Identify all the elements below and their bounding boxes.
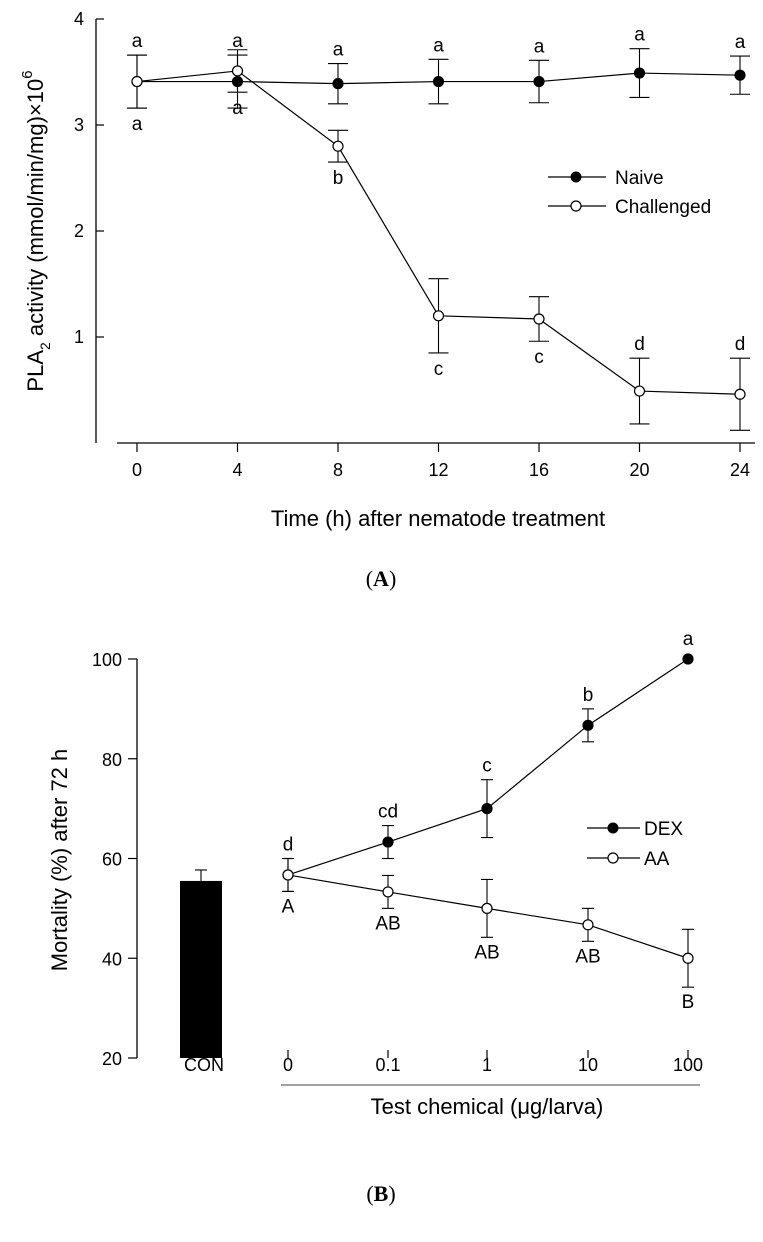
series-aa-significance-letter: AB <box>474 942 499 963</box>
series-challenged-point <box>131 75 143 88</box>
panel-a-x-tick-label: 12 <box>428 460 448 480</box>
series-dex-significance-letter: c <box>482 756 492 777</box>
series-naive-point <box>533 75 545 88</box>
panel-b-y-axis-title: Mortality (%) after 72 h <box>47 749 72 972</box>
series-challenged-significance-letter: d <box>634 334 645 355</box>
panel-b-x-tick-label: 100 <box>673 1055 703 1075</box>
series-naive-point <box>432 75 445 88</box>
series-aa-point <box>382 886 394 898</box>
series-challenged-significance-letter: b <box>333 168 344 189</box>
series-challenged-significance-letter: a <box>132 114 143 135</box>
series-naive-significance-letter: a <box>634 25 645 46</box>
panel-a-y-tick-label: 4 <box>74 9 84 29</box>
panel-a-y-axis-title: PLA2 activity (mmol/min/mg)×106 <box>19 70 53 391</box>
series-aa-point <box>582 919 594 931</box>
series-challenged-point <box>332 140 344 152</box>
series-aa-point <box>282 869 294 881</box>
series-aa-point <box>481 902 493 914</box>
panel-a-y-tick-label: 1 <box>74 327 84 347</box>
series-dex-significance-letter: cd <box>378 802 398 823</box>
series-aa-significance-letter: AB <box>575 946 600 967</box>
legend-challenged-label: Challenged <box>615 197 711 218</box>
legend-dex-label: DEX <box>644 819 683 840</box>
panel-a-x-tick-label: 20 <box>629 460 649 480</box>
panel-b-x-axis-title: Test chemical (μg/larva) <box>371 1094 604 1119</box>
control-bar-label: CON <box>184 1055 224 1075</box>
series-challenged-point <box>633 385 646 397</box>
series-dex-significance-letter: b <box>583 685 594 706</box>
series-aa-significance-letter: A <box>282 896 295 917</box>
panel-b-x-tick-label: 0 <box>283 1055 293 1075</box>
panel-b-y-tick-label: 40 <box>102 949 122 969</box>
panel-b-y-tick-label: 20 <box>102 1049 122 1069</box>
control-bar <box>180 880 222 1058</box>
panel-a-x-tick-label: 8 <box>333 460 343 480</box>
series-aa-point <box>682 952 694 964</box>
series-dex-significance-letter: a <box>683 629 694 650</box>
panel-a-x-axis-title: Time (h) after nematode treatment <box>271 506 605 531</box>
series-naive-point <box>231 75 244 88</box>
series-challenged-point <box>231 65 244 77</box>
series-challenged-significance-letter: c <box>434 359 444 380</box>
series-dex-point <box>582 719 594 731</box>
panel-a-x-tick-label: 4 <box>232 460 242 480</box>
panel-b-label: (B) <box>366 1181 395 1206</box>
series-naive-point <box>734 69 746 81</box>
series-aa-significance-letter: AB <box>375 913 400 934</box>
series-naive-point <box>332 78 344 90</box>
panel-a-x-tick-label: 16 <box>529 460 549 480</box>
series-naive-significance-letter: a <box>534 36 545 57</box>
series-challenged-point <box>432 310 445 322</box>
panel-a-label: (A) <box>366 566 397 591</box>
series-challenged-significance-letter: c <box>534 347 544 368</box>
panel-b: Test chemical (μg/larva) Mortality (%) a… <box>47 659 700 1206</box>
panel-b-x-tick-label: 1 <box>482 1055 492 1075</box>
legend-challenged-marker <box>570 200 582 212</box>
series-challenged-significance-letter: a <box>232 98 243 119</box>
panel-b-x-tick-label: 10 <box>578 1055 598 1075</box>
legend-dex-marker <box>607 822 619 834</box>
series-naive-significance-letter: a <box>132 31 143 52</box>
legend-aa-marker <box>607 852 619 864</box>
panel-b-y-tick-label: 80 <box>102 750 122 770</box>
series-challenged-significance-letter: d <box>735 334 746 355</box>
series-naive-point <box>633 67 646 79</box>
panel-a: Time (h) after nematode treatment PLA2 a… <box>19 19 755 591</box>
panel-b-x-tick-label: 0.1 <box>375 1055 400 1075</box>
series-naive-significance-letter: a <box>333 40 344 61</box>
series-aa-significance-letter: B <box>682 992 695 1013</box>
panel-a-y-tick-label: 2 <box>74 221 84 241</box>
panel-b-y-tick-label: 60 <box>102 850 122 870</box>
series-challenged-point <box>734 388 746 400</box>
series-dex-point <box>481 803 493 815</box>
panel-a-x-tick-label: 0 <box>132 460 142 480</box>
panel-b-plot-area: 20 40 60 80 100 0 0.1 1 10 100 d cd c b a A AB AB AB B <box>92 629 703 1075</box>
series-naive-significance-letter: a <box>735 32 746 53</box>
panel-a-legend: Naive Challenged <box>548 168 711 218</box>
panel-b-legend: DEX AA <box>587 819 683 870</box>
series-challenged-point <box>533 313 545 325</box>
panel-b-y-tick-label: 100 <box>92 650 122 670</box>
series-dex-point <box>382 836 394 848</box>
series-dex-point <box>682 653 694 665</box>
legend-aa-label: AA <box>644 849 670 870</box>
panel-a-x-tick-label: 24 <box>730 460 750 480</box>
series-naive-significance-letter: a <box>232 31 243 52</box>
legend-naive-marker <box>570 171 582 183</box>
series-naive-significance-letter: a <box>433 35 444 56</box>
series-dex-significance-letter: d <box>283 835 294 856</box>
legend-naive-label: Naive <box>615 168 664 189</box>
panel-a-y-tick-label: 3 <box>74 115 84 135</box>
